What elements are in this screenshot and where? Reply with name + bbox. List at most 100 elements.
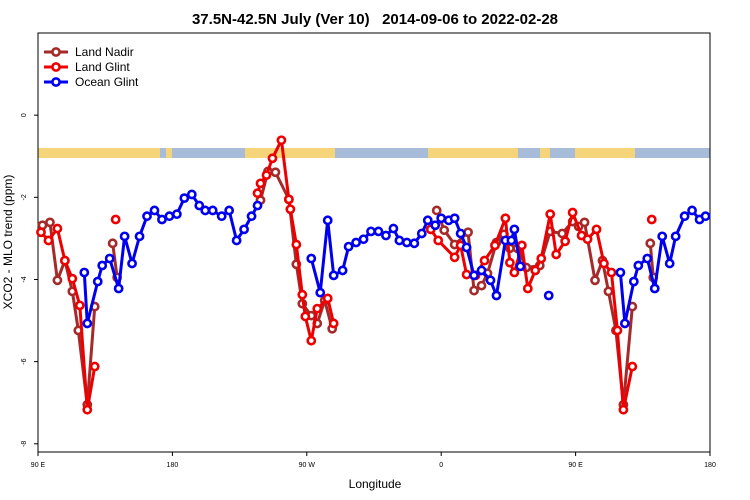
y-tick-label: -8 [21, 441, 28, 447]
marker [283, 194, 294, 205]
marker [337, 265, 348, 276]
legend-marker [51, 62, 61, 72]
legend-marker [51, 77, 61, 87]
marker [649, 283, 660, 294]
land-strip [245, 148, 335, 158]
marker [646, 214, 657, 225]
marker [92, 276, 103, 287]
marker [401, 237, 412, 248]
marker [89, 361, 100, 372]
legend-label: Ocean Glint [75, 75, 139, 89]
marker [306, 335, 317, 346]
land-strip [575, 148, 635, 158]
marker [491, 290, 502, 301]
marker [43, 235, 54, 246]
marker [267, 153, 278, 164]
marker [619, 318, 630, 329]
marker [179, 193, 190, 204]
marker [373, 226, 384, 237]
marker [157, 214, 167, 225]
marker [664, 258, 675, 269]
marker [455, 228, 466, 239]
marker [628, 276, 639, 287]
marker [476, 280, 487, 291]
marker [416, 228, 427, 239]
marker [439, 225, 450, 236]
marker [433, 235, 444, 246]
marker [312, 303, 323, 314]
marker [351, 237, 361, 248]
marker [224, 205, 235, 216]
marker [603, 286, 614, 297]
land-strip [166, 148, 172, 158]
marker [579, 217, 590, 228]
marker [633, 260, 644, 271]
marker [194, 200, 205, 211]
marker [239, 224, 249, 235]
marker [463, 227, 473, 238]
marker [469, 270, 479, 281]
marker [291, 239, 302, 250]
marker [618, 404, 629, 415]
x-axis-label: Longitude [349, 477, 402, 491]
y-tick-label: -2 [21, 194, 28, 200]
marker [670, 231, 681, 242]
marker [449, 213, 460, 224]
legend-label: Land Nadir [75, 45, 134, 59]
marker [261, 170, 272, 181]
marker [700, 211, 711, 222]
marker [322, 293, 333, 304]
marker [599, 258, 609, 269]
land-strip [38, 148, 160, 158]
marker [516, 240, 527, 251]
marker [82, 318, 93, 329]
marker [627, 361, 638, 372]
marker [306, 253, 317, 264]
marker [252, 188, 263, 199]
legend-label: Land Glint [75, 60, 130, 74]
marker [82, 404, 93, 415]
marker [107, 238, 118, 249]
marker [430, 220, 441, 231]
marker [186, 189, 197, 200]
marker [431, 205, 442, 216]
chart-title: 37.5N-42.5N July (Ver 10) 2014-09-06 to … [192, 11, 558, 28]
x-tick-label: 180 [704, 462, 716, 469]
marker [409, 238, 420, 249]
marker [476, 265, 487, 276]
marker [36, 227, 46, 238]
marker [297, 289, 308, 300]
marker [449, 252, 460, 263]
marker [74, 300, 85, 311]
marker [567, 207, 578, 218]
marker [615, 267, 626, 278]
marker [52, 275, 63, 286]
x-tick-label: 90 W [299, 462, 316, 469]
marker [506, 235, 517, 246]
marker [149, 205, 160, 216]
marker [119, 231, 130, 242]
marker [504, 257, 515, 268]
marker [164, 211, 175, 222]
x-tick-label: 0 [439, 462, 443, 469]
marker [142, 211, 152, 222]
marker [479, 255, 490, 266]
marker [45, 217, 55, 228]
marker [59, 255, 70, 266]
marker [366, 226, 376, 237]
marker [270, 167, 281, 178]
marker [231, 235, 242, 246]
marker [612, 325, 623, 336]
x-tick-label: 180 [167, 462, 179, 469]
marker [67, 273, 78, 284]
map-strip [38, 148, 710, 158]
marker [560, 236, 571, 247]
marker [500, 213, 511, 224]
marker [127, 258, 137, 269]
land-strip [540, 148, 550, 158]
legend-marker [51, 47, 61, 57]
marker [246, 211, 257, 222]
